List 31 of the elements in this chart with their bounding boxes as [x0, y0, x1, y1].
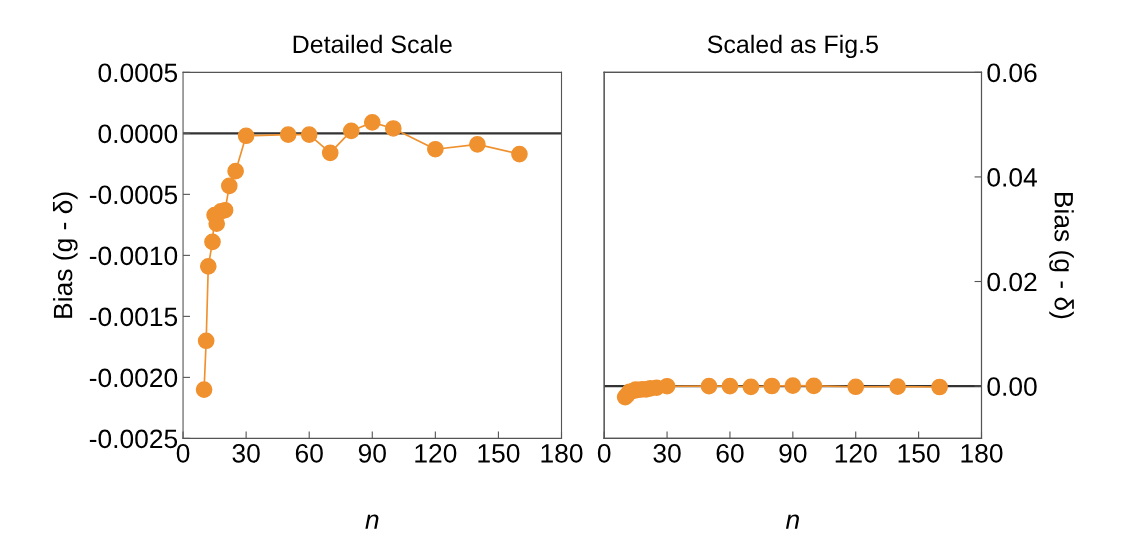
x-tick-label: 120 — [415, 443, 457, 463]
y-tick-label: -0.0015 — [89, 307, 178, 327]
x-tick-label: 0 — [597, 443, 611, 463]
y-axis-title: Bias (g - δ) — [52, 192, 78, 318]
y-tick-label: -0.0010 — [89, 246, 178, 266]
x-tick-label: 30 — [232, 443, 260, 463]
y-tick-label: 0.0005 — [98, 63, 178, 83]
x-tick-label: 60 — [295, 443, 323, 463]
x-tick-label: 0 — [176, 443, 190, 463]
y-tick-label: 0.0000 — [98, 124, 178, 144]
y2-tick-label: 0.00 — [987, 377, 1037, 396]
x-tick-label: 150 — [898, 443, 940, 463]
y2-tick-label: 0.02 — [987, 272, 1037, 292]
x-tick-label: 120 — [835, 443, 877, 463]
x-tick-label: 150 — [478, 443, 520, 463]
chart-title: Scaled as Fig.5 — [707, 34, 878, 59]
x-tick-label: 30 — [653, 443, 681, 463]
y-tick-label: -0.0025 — [89, 429, 178, 449]
x-tick-label: 90 — [779, 443, 807, 463]
y-tick-label: -0.0005 — [89, 185, 178, 205]
y2-axis-title: Bias (g - δ) — [1049, 193, 1074, 319]
x-tick-label: 90 — [358, 443, 386, 463]
x-axis-title: n — [365, 514, 379, 529]
x-axis-title: n — [785, 514, 799, 529]
chart-title: Detailed Scale — [293, 34, 452, 54]
x-tick-label: 180 — [541, 443, 583, 463]
x-tick-label: 180 — [961, 443, 1003, 463]
y2-tick-label: 0.06 — [987, 63, 1037, 83]
y-tick-label: -0.0020 — [89, 368, 178, 388]
x-tick-label: 60 — [716, 443, 744, 463]
y2-tick-label: 0.04 — [987, 168, 1037, 187]
